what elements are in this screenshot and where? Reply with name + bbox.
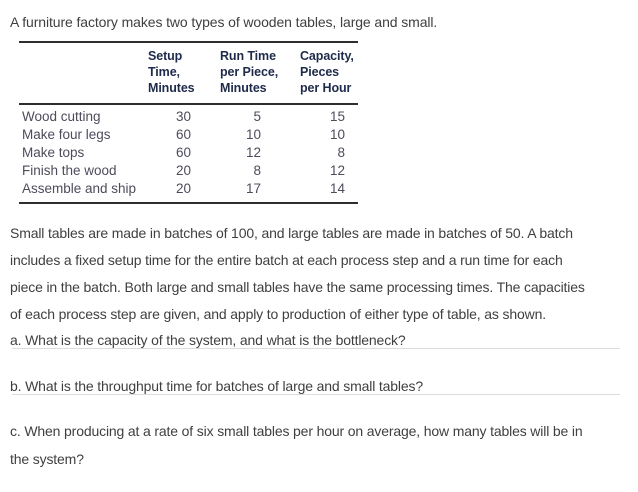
question-c: c. When producing at a rate of six small… — [10, 418, 628, 473]
run-time-cell: 12 — [245, 145, 261, 160]
process-table: Setup Time, Minutes Run Time per Piece, … — [19, 41, 358, 204]
capacity-cell: 10 — [329, 127, 345, 142]
table-row: Finish the wood 20 8 12 — [19, 162, 358, 180]
header-line: Run Time — [220, 49, 276, 63]
header-line: per Piece, — [220, 65, 279, 79]
problem-paragraph: Small tables are made in batches of 100,… — [10, 220, 628, 328]
question-a: a. What is the capacity of the system, a… — [10, 332, 406, 348]
question-c-line: c. When producing at a rate of six small… — [10, 423, 583, 439]
header-row: Setup Time, Minutes Run Time per Piece, … — [19, 48, 358, 96]
intro-text: A furniture factory makes two types of w… — [10, 14, 438, 30]
setup-cell: 60 — [175, 145, 191, 160]
run-time-cell: 17 — [245, 181, 261, 196]
capacity-cell: 12 — [329, 163, 345, 178]
table-body: Wood cutting 30 5 15 Make four legs 60 1… — [19, 105, 358, 202]
capacity-cell: 15 — [329, 109, 345, 124]
table-header: Setup Time, Minutes Run Time per Piece, … — [19, 43, 358, 105]
header-line: Capacity, — [300, 49, 354, 63]
header-line: Minutes — [148, 81, 195, 95]
run-time-cell: 10 — [245, 127, 261, 142]
process-cell: Finish the wood — [22, 163, 117, 178]
run-time-cell: 5 — [253, 109, 261, 124]
header-line: per Hour — [300, 81, 352, 95]
setup-cell: 30 — [175, 109, 191, 124]
header-line: Pieces — [300, 65, 340, 79]
process-cell: Wood cutting — [22, 109, 101, 124]
capacity-cell: 14 — [329, 181, 345, 196]
process-cell: Make tops — [22, 145, 85, 160]
divider — [12, 348, 620, 349]
problem-page: A furniture factory makes two types of w… — [10, 14, 628, 473]
run-time-cell: 8 — [253, 163, 261, 178]
question-b: b. What is the throughput time for batch… — [10, 378, 423, 394]
capacity-cell: 8 — [337, 145, 345, 160]
col-header-process — [19, 48, 148, 96]
header-line: Time, — [148, 65, 180, 79]
paragraph-line: Small tables are made in batches of 100,… — [10, 225, 573, 241]
table-row: Make four legs 60 10 10 — [19, 126, 358, 144]
paragraph-line: piece in the batch. Both large and small… — [10, 279, 585, 295]
table-row: Assemble and ship 20 17 14 — [19, 180, 358, 198]
col-header-capacity: Capacity, Pieces per Hour — [300, 48, 358, 96]
header-line: Minutes — [220, 81, 267, 95]
setup-cell: 60 — [175, 127, 191, 142]
divider — [12, 394, 620, 395]
setup-cell: 20 — [175, 163, 191, 178]
process-cell: Assemble and ship — [22, 181, 137, 196]
col-header-setup: Setup Time, Minutes — [148, 48, 220, 96]
header-line: Setup — [148, 49, 183, 63]
col-header-run-time: Run Time per Piece, Minutes — [220, 48, 300, 96]
paragraph-line: includes a fixed setup time for the enti… — [10, 252, 563, 268]
process-cell: Make four legs — [22, 127, 111, 142]
setup-cell: 20 — [175, 181, 191, 196]
question-c-line: the system? — [10, 450, 84, 467]
table-row: Make tops 60 12 8 — [19, 144, 358, 162]
paragraph-line: of each process step are given, and appl… — [10, 306, 546, 322]
table-row: Wood cutting 30 5 15 — [19, 108, 358, 126]
